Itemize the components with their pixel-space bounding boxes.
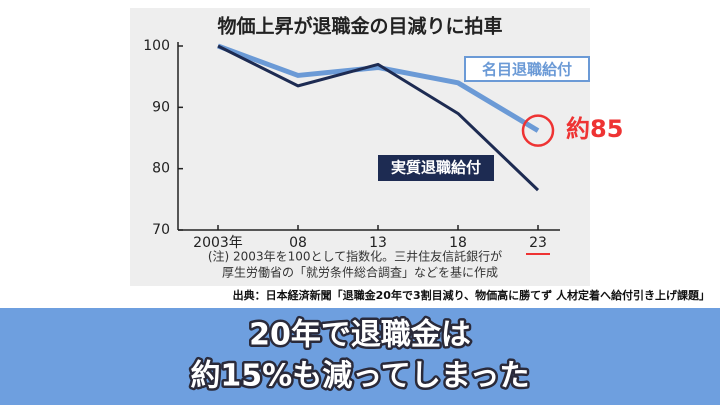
- series-line: [217, 44, 540, 192]
- chart-panel: [130, 8, 590, 286]
- x-tick-label: 18: [449, 235, 467, 251]
- y-tick-label: 70: [152, 222, 170, 238]
- legend-box: [464, 56, 590, 82]
- legend-label: 名目退職給付: [482, 61, 572, 79]
- x-tick-label: 23: [529, 235, 547, 251]
- caption-banner: [0, 308, 720, 405]
- highlight-circle: [521, 114, 555, 147]
- x-tick-label: 08: [289, 235, 307, 251]
- y-tick-label: 100: [143, 38, 170, 54]
- y-tick-label: 80: [152, 161, 170, 177]
- x-tick-label: 2003年: [193, 235, 243, 251]
- source: 出典：日本経済新聞「退職金20年で3割目減り、物価高に勝てず 人材定着へ給付引き…: [233, 288, 710, 302]
- note: (注) 2003年を100として指数化。三井住友信託銀行が: [208, 249, 502, 264]
- x-tick-label: 13: [369, 235, 387, 251]
- series-line: [217, 43, 540, 133]
- note: 厚生労働省の「就労条件総合調査」などを基に作成: [222, 265, 498, 280]
- caption: 20年で退職金は: [249, 318, 471, 353]
- y-tick-label: 90: [152, 99, 170, 115]
- caption: 約15%も減ってしまった: [190, 359, 529, 394]
- legend-box: [378, 155, 494, 181]
- chart-title: 物価上昇が退職金の目減りに拍車: [217, 15, 502, 38]
- legend-label: 実質退職給付: [391, 159, 481, 177]
- annotation: 約85: [566, 115, 623, 143]
